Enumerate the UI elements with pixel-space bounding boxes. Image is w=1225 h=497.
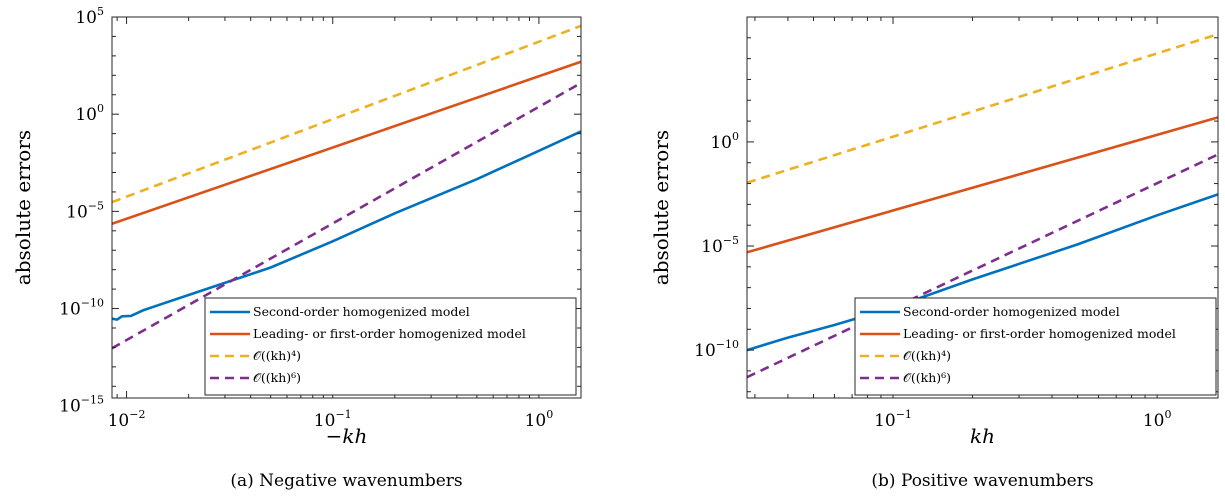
panel-b-plot-frame — [746, 16, 1219, 399]
panel-b-y-tick-label: 10−5 — [701, 234, 739, 257]
panel-b-series-line-3 — [747, 32, 1218, 184]
panel-b-legend-label: Leading- or first-order homogenized mode… — [903, 326, 1176, 341]
panel-a-legend-label: Second-order homogenized model — [253, 304, 470, 319]
panel-a-x-axis-label: −kh — [326, 424, 368, 448]
panel-b-ticks: 10−1 100 10−10 10−5 100 — [694, 16, 1218, 431]
panel-b-legend-box — [854, 297, 1217, 396]
panel-a-y-tick-label: 10−10 — [59, 297, 104, 320]
panel-a-legend-box — [204, 297, 577, 396]
panel-a-y-axis-label: absolute errors — [11, 130, 35, 285]
panel-b-series-line-2 — [747, 116, 1218, 254]
panel-a-x-tick-label: 100 — [525, 408, 554, 431]
panel-a-y-tick-label: 100 — [75, 102, 104, 125]
panel-a-legend-label: 𝒪((kh)⁶) — [253, 370, 301, 385]
panel-a-legend-label: 𝒪((kh)⁴) — [253, 348, 301, 363]
panel-a-y-tick-label: 10−15 — [59, 394, 104, 417]
panel-b-legend-label: 𝒪((kh)⁶) — [903, 370, 951, 385]
panel-a-ticks: 10−2 10−1 100 10−15 10−10 10−5 100 105 — [59, 5, 581, 431]
panel-b-x-tick-label: 100 — [1143, 408, 1172, 431]
panel-a: 10−2 10−1 100 10−15 10−10 10−5 100 105 absolute… — [11, 5, 582, 491]
panel-b-y-tick-label: 10−10 — [694, 338, 739, 361]
panel-b-caption: (b) Positive wavenumbers — [871, 471, 1093, 491]
panel-a-series-line-3 — [112, 24, 581, 204]
panel-b-series-line-1 — [747, 193, 1218, 352]
panel-a-legend-label: Leading- or first-order homogenized mode… — [253, 326, 526, 341]
panel-b-series — [747, 32, 1218, 379]
panel-a-legend: Second-order homogenized model Leading- o… — [204, 297, 577, 396]
panel-a-x-tick-label: 10−1 — [314, 408, 352, 431]
panel-a-caption: (a) Negative wavenumbers — [230, 471, 462, 491]
panel-b-y-axis-label: absolute errors — [649, 130, 673, 285]
panel-b-series-line-4 — [747, 153, 1218, 379]
panel-a-plot-frame — [111, 16, 582, 399]
panel-a-series — [112, 24, 581, 350]
panel-b-legend-label: 𝒪((kh)⁴) — [903, 348, 951, 363]
panel-a-series-line-2 — [112, 60, 581, 226]
panel-a-series-line-1 — [112, 130, 581, 321]
panel-b-x-axis-label: kh — [970, 424, 995, 448]
panel-b-x-tick-label: 10−1 — [874, 408, 912, 431]
panel-b-legend: Second-order homogenized model Leading- o… — [854, 297, 1217, 396]
panel-a-y-tick-label: 105 — [75, 5, 104, 28]
panel-a-x-tick-label: 10−2 — [108, 408, 146, 431]
panel-b-legend-label: Second-order homogenized model — [903, 304, 1120, 319]
panel-b-y-tick-label: 100 — [710, 130, 739, 153]
panel-a-y-tick-label: 10−5 — [66, 199, 104, 222]
panel-b: 10−1 100 10−10 10−5 100 absolute errors kh S… — [649, 16, 1219, 491]
